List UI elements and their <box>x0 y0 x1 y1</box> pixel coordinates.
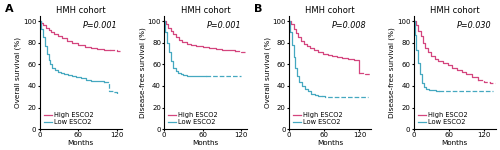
Legend: High ESCO2, Low ESCO2: High ESCO2, Low ESCO2 <box>417 112 468 126</box>
X-axis label: Months: Months <box>68 140 94 146</box>
Y-axis label: Overall survival (%): Overall survival (%) <box>15 37 22 108</box>
Y-axis label: Disease-free survival (%): Disease-free survival (%) <box>389 27 396 118</box>
Y-axis label: Disease-free survival (%): Disease-free survival (%) <box>140 27 146 118</box>
Legend: High ESCO2, Low ESCO2: High ESCO2, Low ESCO2 <box>43 112 94 126</box>
Text: A: A <box>5 4 14 14</box>
Text: P=0.008: P=0.008 <box>332 21 366 30</box>
Text: P=0.030: P=0.030 <box>456 21 491 30</box>
Title: HMH cohort: HMH cohort <box>180 6 230 15</box>
X-axis label: Months: Months <box>442 140 468 146</box>
Legend: High ESCO2, Low ESCO2: High ESCO2, Low ESCO2 <box>292 112 344 126</box>
Title: HMH cohort: HMH cohort <box>305 6 355 15</box>
X-axis label: Months: Months <box>192 140 218 146</box>
Legend: High ESCO2, Low ESCO2: High ESCO2, Low ESCO2 <box>168 112 218 126</box>
Text: P=0.001: P=0.001 <box>82 21 117 30</box>
Y-axis label: Overall survival (%): Overall survival (%) <box>264 37 271 108</box>
X-axis label: Months: Months <box>317 140 343 146</box>
Text: B: B <box>254 4 262 14</box>
Title: HMH cohort: HMH cohort <box>56 6 106 15</box>
Text: P=0.001: P=0.001 <box>207 21 242 30</box>
Title: HMH cohort: HMH cohort <box>430 6 480 15</box>
